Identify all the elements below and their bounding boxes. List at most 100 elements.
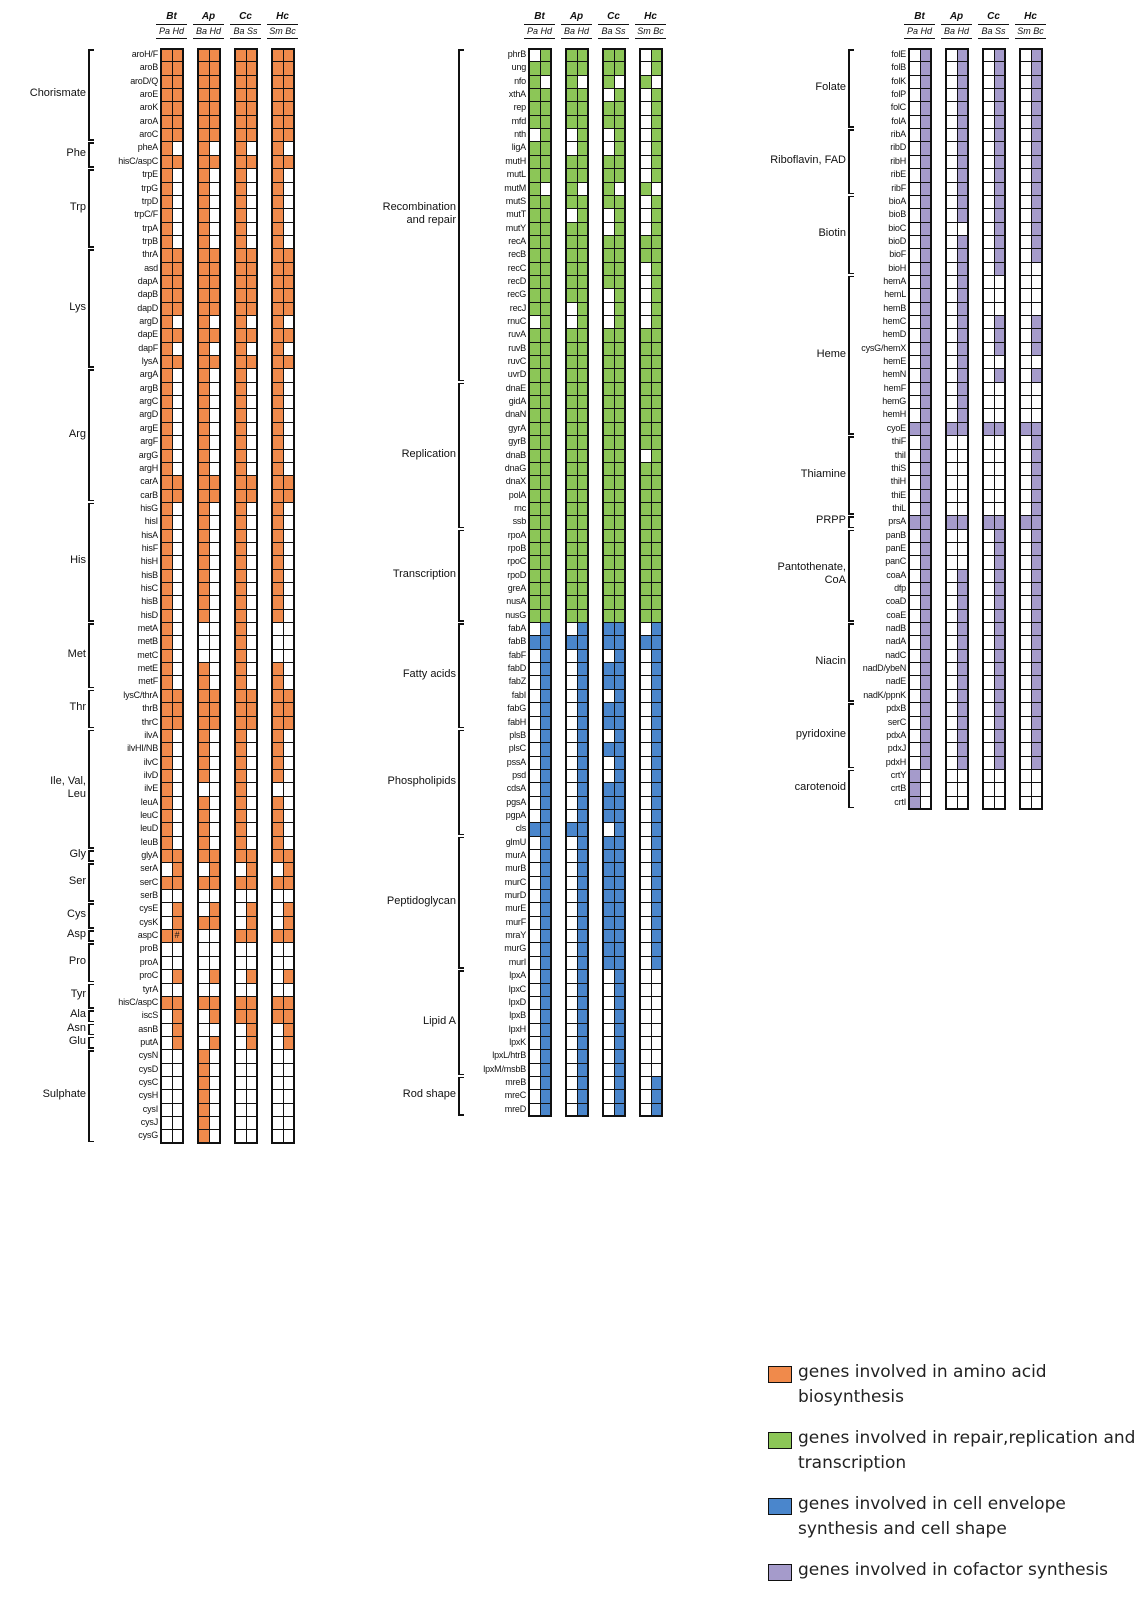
group-bracket-cap: [848, 769, 854, 772]
legend-item-cell-envelope: genes involved in cell envelope synthesi…: [768, 1492, 1136, 1552]
gene-label: ilvD: [143, 769, 158, 780]
gene-label: recJ: [509, 302, 526, 313]
gene-label: ung: [511, 62, 527, 73]
gene-label: thiF: [891, 436, 906, 447]
group-bracket-cap: [458, 379, 464, 382]
strain-underline: [267, 38, 298, 39]
gene-label: hisD: [140, 609, 158, 620]
group-bracket: [848, 275, 850, 435]
group-bracket: [88, 1023, 90, 1035]
group-bracket: [88, 850, 90, 862]
group-label: Transcription: [392, 567, 456, 580]
group-bracket-cap: [88, 499, 94, 502]
gene-label: hemC: [882, 316, 906, 326]
group-bracket: [88, 1010, 90, 1022]
gene-label: aroA: [139, 115, 158, 126]
gene-label: rnc: [514, 502, 526, 513]
group-bracket: [848, 623, 850, 702]
group-label: Gly: [69, 848, 87, 861]
gene-label: uvrD: [507, 369, 526, 380]
group-bracket-cap: [848, 436, 854, 438]
gene-label: serA: [140, 863, 158, 874]
organism-header: Hc: [644, 11, 657, 22]
group-label: Lys: [69, 300, 86, 313]
gene-label: folC: [890, 102, 906, 113]
group-bracket-cap: [848, 49, 854, 51]
gene-label: asnB: [138, 1023, 158, 1034]
gene-label: dapA: [137, 275, 158, 286]
gene-label: rpoD: [507, 569, 526, 580]
gene-label: mutT: [506, 209, 526, 220]
group-label: Recombination: [382, 200, 456, 213]
group-bracket: [88, 369, 90, 501]
group-bracket: [88, 983, 90, 1009]
gene-label: trpA: [142, 222, 158, 233]
gene-cell: [1030, 795, 1044, 811]
group-bracket-cap: [88, 943, 94, 945]
group-bracket-cap: [88, 623, 94, 625]
group-label: Sulphate: [42, 1088, 86, 1101]
organism-header: Hc: [276, 11, 289, 22]
legend-item-cofactor: genes involved in cofactor synthesis: [768, 1558, 1136, 1618]
group-label: Trp: [69, 200, 86, 213]
gene-label: ribE: [890, 169, 906, 180]
gene-label: thiE: [891, 489, 906, 500]
gene-label: metF: [138, 676, 158, 687]
gene-label: phrB: [507, 49, 526, 59]
gene-label: cyoE: [886, 422, 906, 433]
gene-label: pheA: [137, 142, 158, 153]
gene-label: trpE: [142, 169, 158, 180]
group-bracket-cap: [848, 272, 854, 275]
strain-header: Sm Bc: [269, 26, 296, 36]
gene-label: cysE: [139, 903, 158, 914]
strain-header: Ba Ss: [601, 26, 626, 36]
group-bracket-cap: [88, 850, 94, 852]
group-bracket: [88, 169, 90, 248]
gene-label: dnaX: [505, 476, 526, 487]
group-bracket: [458, 970, 460, 1075]
group-bracket-cap: [458, 967, 464, 969]
group-bracket-cap: [848, 195, 854, 198]
group-bracket: [848, 529, 850, 622]
gene-label: ruvA: [508, 329, 526, 340]
gene-label: ssb: [512, 516, 527, 527]
gene-label: ribF: [891, 182, 906, 193]
group-label: Leu: [67, 787, 86, 800]
group-bracket-cap: [88, 502, 94, 505]
gene-label: bioA: [888, 195, 906, 206]
gene-label: proC: [139, 970, 158, 981]
gene-label: nadA: [885, 636, 906, 647]
gene-cell: [208, 1129, 222, 1144]
legend-label-repair: genes involved in repair,replication and…: [798, 1428, 1136, 1473]
gene-label: hemF: [883, 382, 906, 393]
legend-item-repair: genes involved in repair,replication and…: [768, 1426, 1136, 1486]
gene-label: mutL: [506, 169, 526, 180]
group-bracket: [848, 703, 850, 768]
gene-label: trpB: [142, 235, 158, 246]
gene-label: hemH: [882, 409, 906, 420]
gene-label: bioB: [888, 209, 906, 220]
gene-label: hisB: [141, 569, 158, 580]
header-underline: [524, 24, 555, 25]
gene-label: dnaG: [504, 462, 526, 473]
group-bracket-cap: [88, 1036, 94, 1039]
group-label: Phospholipids: [387, 774, 457, 787]
group-bracket-cap: [88, 1020, 94, 1023]
strain-underline: [524, 38, 555, 39]
header-underline: [267, 24, 298, 25]
strain-header: Sm Bc: [637, 26, 664, 36]
group-label: Tyr: [70, 988, 86, 1001]
gene-label: hemD: [882, 329, 906, 340]
strain-header: Sm Bc: [1017, 26, 1044, 36]
group-label: Chorismate: [29, 87, 86, 100]
gene-label: panE: [885, 542, 906, 553]
group-label: His: [70, 554, 86, 567]
gene-label: carA: [140, 476, 158, 487]
group-bracket: [458, 836, 460, 969]
group-bracket: [88, 930, 90, 942]
group-bracket-cap: [458, 623, 464, 625]
gene-label: metC: [137, 649, 158, 660]
group-bracket-cap: [88, 139, 94, 141]
group-bracket: [458, 1076, 460, 1115]
group-bracket-cap: [88, 620, 94, 622]
